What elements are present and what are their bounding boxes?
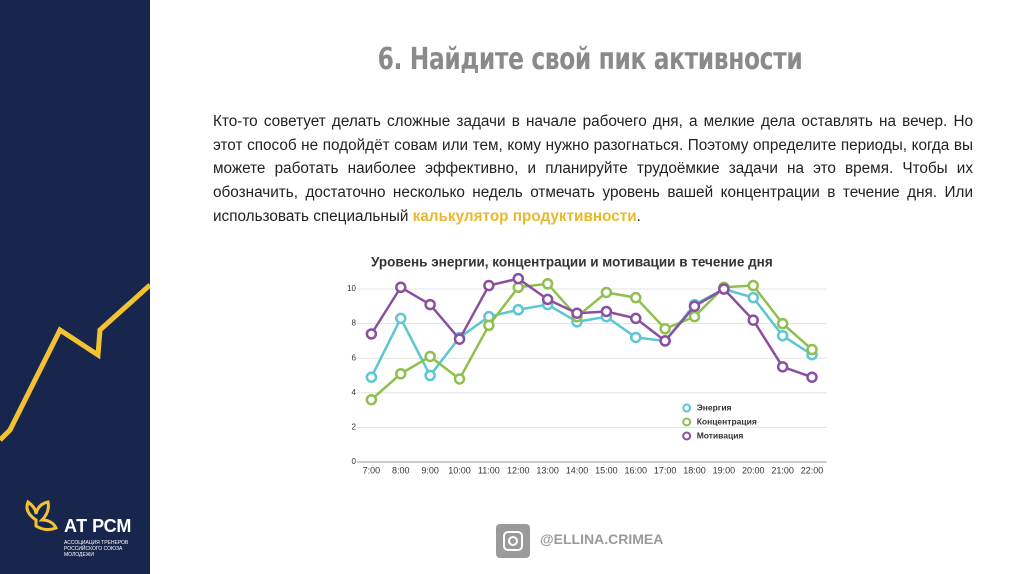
x-tick-label: 22:00	[801, 465, 824, 475]
x-tick-label: 20:00	[742, 465, 765, 475]
paragraph: Кто-то советует делать сложные задачи в …	[213, 110, 973, 229]
y-tick-label: 2	[352, 423, 357, 432]
point	[806, 371, 818, 383]
slide-title: 6. Найдите свой пик активности	[377, 42, 803, 77]
point	[659, 323, 671, 335]
handle: @ELLINA.CRIMEA	[540, 531, 664, 547]
point	[365, 371, 378, 383]
point	[688, 310, 701, 323]
legend-label: Мотивация	[697, 430, 744, 440]
series-line	[370, 287, 813, 378]
point	[747, 314, 760, 326]
point	[424, 298, 436, 311]
x-tick-label: 8:00	[392, 465, 410, 475]
paragraph-end: .	[636, 207, 641, 225]
point	[776, 361, 789, 373]
y-tick-label: 6	[352, 353, 357, 362]
x-tick-label: 7:00	[363, 465, 381, 475]
side-graphic: АТ РСМ	[0, 283, 152, 536]
paragraph-text: Кто-то советует делать сложные задачи в …	[213, 113, 973, 225]
logo-icon	[25, 499, 59, 532]
instagram-icon	[496, 524, 530, 558]
x-tick-label: 11:00	[478, 465, 500, 475]
point	[483, 319, 495, 332]
point	[630, 312, 642, 325]
point	[365, 328, 378, 340]
point	[806, 343, 818, 356]
x-tick-label: 18:00	[683, 465, 706, 475]
x-tick-label: 21:00	[771, 465, 794, 475]
x-tick-label: 17:00	[654, 465, 677, 475]
point	[630, 331, 642, 344]
point	[541, 278, 554, 290]
point	[776, 317, 789, 330]
point	[747, 291, 760, 304]
point	[365, 393, 378, 406]
series-line	[370, 277, 813, 379]
x-tick-label: 10:00	[448, 465, 471, 475]
point	[395, 312, 407, 325]
x-tick-label: 13:00	[536, 465, 559, 475]
point	[424, 350, 436, 363]
point	[483, 279, 495, 292]
point	[424, 369, 436, 382]
x-tick-label: 19:00	[713, 465, 736, 475]
point	[571, 307, 583, 319]
point	[718, 283, 730, 295]
lightning	[0, 283, 152, 442]
chart-title: Уровень энергии, концентрации и мотиваци…	[371, 255, 773, 270]
point	[541, 293, 554, 306]
x-tick-label: 9:00	[421, 465, 439, 475]
y-tick-label: 8	[352, 319, 357, 328]
point	[600, 286, 613, 299]
y-tick-label: 0	[352, 457, 357, 466]
point	[453, 333, 466, 345]
x-tick-label: 16:00	[624, 465, 647, 475]
x-tick-label: 15:00	[595, 465, 618, 475]
legend-marker	[682, 403, 692, 413]
series-line	[370, 282, 813, 401]
point	[512, 304, 525, 316]
point	[600, 305, 613, 318]
point	[512, 272, 525, 285]
x-tick-label: 14:00	[566, 465, 589, 475]
point	[453, 373, 466, 385]
side-band: АТ РСМ АССОЦИАЦИЯ ТРЕНЕРОВ РОССИЙСКОГО С…	[0, 0, 152, 574]
legend-marker	[682, 417, 692, 427]
logo-subtitle: АССОЦИАЦИЯ ТРЕНЕРОВ РОССИЙСКОГО СОЮЗА МО…	[64, 540, 129, 558]
point	[630, 291, 642, 304]
point	[659, 335, 671, 347]
point	[395, 281, 407, 294]
point	[776, 329, 789, 342]
point	[395, 368, 407, 380]
y-tick-label: 4	[352, 388, 357, 397]
legend-label: Концентрация	[697, 416, 757, 426]
point	[747, 279, 760, 292]
link[interactable]: калькулятор продуктивности	[412, 207, 637, 225]
point	[688, 300, 701, 313]
x-tick-label: 12:00	[507, 465, 530, 475]
logo-name: АТ РСМ	[64, 516, 131, 536]
legend-label: Энергия	[697, 402, 732, 412]
legend-marker	[682, 431, 692, 441]
y-tick-label: 10	[347, 284, 356, 293]
